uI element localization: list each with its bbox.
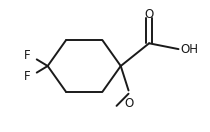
Text: O: O: [144, 8, 154, 21]
Text: O: O: [124, 97, 134, 110]
Text: F: F: [24, 49, 30, 62]
Text: OH: OH: [180, 43, 198, 56]
Text: F: F: [24, 70, 30, 83]
